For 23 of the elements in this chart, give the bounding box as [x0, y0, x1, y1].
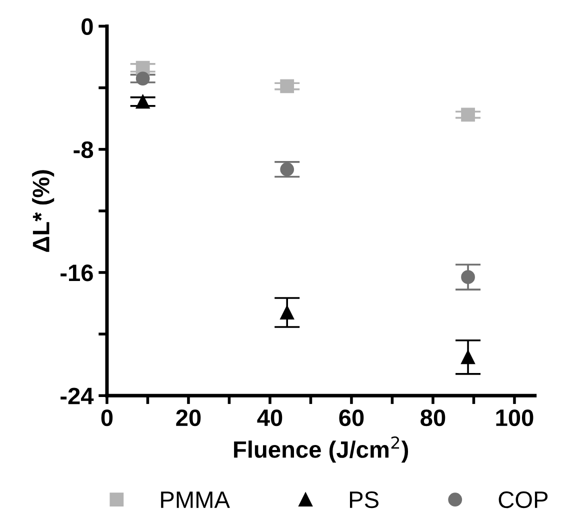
- legend-label: PMMA: [161, 492, 230, 508]
- y-tick-label: -16: [60, 264, 93, 282]
- y-tick-label: -24: [60, 388, 94, 404]
- x-tick-label: 20: [176, 409, 201, 426]
- y-axis-title: ΔL* (%): [32, 170, 54, 252]
- x-tick-label: 40: [257, 409, 282, 426]
- point: [280, 162, 294, 176]
- point: [461, 350, 475, 364]
- y-tick-label: -8: [74, 141, 94, 158]
- point: [136, 72, 150, 86]
- x-axis-title: Fluence (J/cm$^{2}$): [234, 436, 408, 463]
- point: [136, 94, 150, 109]
- legend-label: COP: [498, 491, 548, 508]
- point: [280, 306, 294, 320]
- y-tick-label: 0: [82, 18, 93, 35]
- legend-label: PS: [350, 491, 378, 508]
- x-tick-label: 100: [496, 409, 534, 426]
- point: [461, 270, 475, 284]
- x-tick-label: 0: [101, 409, 113, 426]
- point: [461, 108, 475, 122]
- x-tick-label: 60: [339, 409, 364, 426]
- point: [280, 79, 294, 94]
- x-tick-label: 80: [420, 409, 446, 426]
